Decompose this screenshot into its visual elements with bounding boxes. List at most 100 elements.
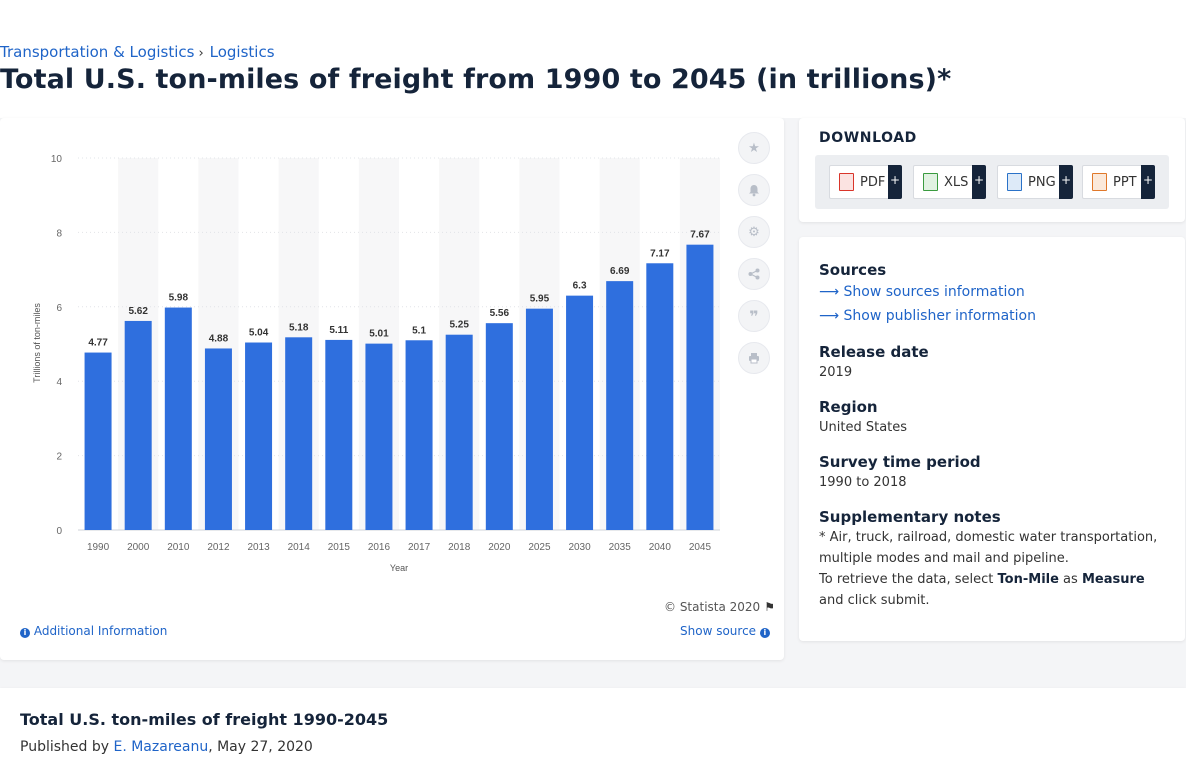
- x-tick-label: 2035: [609, 542, 632, 553]
- flag-icon[interactable]: ⚑: [764, 600, 775, 614]
- data-label: 6.69: [610, 266, 630, 277]
- y-tick-label: 0: [56, 526, 62, 537]
- breadcrumb-separator: ›: [198, 46, 204, 61]
- data-label: 7.17: [650, 248, 670, 259]
- download-ppt-button[interactable]: PPT +: [1082, 165, 1155, 199]
- bar: [485, 323, 513, 530]
- copyright: © Statista 2020 ⚑: [664, 600, 775, 614]
- y-tick-label: 4: [56, 377, 62, 388]
- data-label: 4.77: [88, 338, 108, 349]
- data-label: 4.88: [209, 333, 229, 344]
- download-xls-button[interactable]: XLS +: [913, 165, 986, 199]
- data-label: 5.62: [128, 306, 148, 317]
- show-source-label: Show source: [680, 624, 757, 638]
- y-axis-title: Trillions of ton-miles: [32, 303, 42, 383]
- x-axis-title: Year: [390, 563, 408, 573]
- download-buttons: PDF + XLS + PNG + PPT +: [815, 155, 1169, 209]
- data-label: 5.25: [449, 320, 469, 331]
- bar: [566, 295, 594, 530]
- notify-button[interactable]: [738, 174, 770, 206]
- cite-button[interactable]: ❞: [738, 300, 770, 332]
- region-value: United States: [819, 420, 908, 435]
- bar: [525, 308, 553, 530]
- release-date-heading: Release date: [819, 343, 929, 361]
- bar: [686, 244, 714, 530]
- notes-heading: Supplementary notes: [819, 508, 1001, 526]
- download-png-button[interactable]: PNG +: [997, 165, 1073, 199]
- chart-card: 0 2 4 6 8 10 4.77 1990 5.62 2000 5.98 2010 4.88 2012 5…: [0, 118, 784, 660]
- download-ppt-label: PPT: [1113, 174, 1137, 190]
- print-button[interactable]: [738, 342, 770, 374]
- notes-bold-measure: Measure: [1081, 572, 1145, 587]
- plus-icon: +: [1059, 165, 1073, 199]
- x-tick-label: 2025: [528, 542, 551, 553]
- print-icon: [749, 353, 759, 364]
- show-publisher-link[interactable]: ⟶ Show publisher information: [819, 308, 1036, 324]
- data-label: 5.11: [329, 325, 348, 336]
- chart-toolbar: ★ ⚙ ❞: [738, 132, 772, 384]
- star-icon: ★: [748, 140, 760, 156]
- show-source-link[interactable]: Show source i: [680, 624, 770, 638]
- settings-button[interactable]: ⚙: [738, 216, 770, 248]
- notes-line-2: To retrieve the data, select Ton-Mile as…: [819, 569, 1169, 611]
- x-tick-label: 2017: [408, 542, 431, 553]
- bar: [606, 281, 634, 530]
- breadcrumb: Transportation & Logistics › Logistics: [0, 43, 275, 61]
- data-label: 5.98: [169, 293, 189, 304]
- quote-icon: ❞: [749, 306, 759, 326]
- x-tick-label: 2000: [127, 542, 150, 553]
- statistic-info-card: Sources ⟶ Show sources information ⟶ Sho…: [799, 237, 1185, 641]
- published-by: Published by E. Mazareanu, May 27, 2020: [20, 739, 313, 755]
- pdf-file-icon: [839, 173, 854, 191]
- notes-text: To retrieve the data, select: [819, 572, 998, 587]
- survey-period-value: 1990 to 2018: [819, 475, 907, 490]
- ppt-file-icon: [1092, 173, 1107, 191]
- info-icon: i: [759, 628, 770, 638]
- x-tick-label: 2030: [568, 542, 591, 553]
- xls-file-icon: [923, 173, 938, 191]
- bar: [325, 339, 353, 530]
- bar: [646, 263, 674, 530]
- notes-text: as: [1058, 572, 1082, 587]
- y-tick-label: 8: [56, 228, 62, 239]
- x-tick-label: 2020: [488, 542, 511, 553]
- notes-text: and click submit.: [819, 593, 930, 608]
- x-tick-label: 2040: [649, 542, 672, 553]
- arrow-right-icon: ⟶: [819, 308, 840, 324]
- supplementary-notes: * Air, truck, railroad, domestic water t…: [819, 527, 1169, 611]
- share-button[interactable]: [738, 258, 770, 290]
- bar-chart: 0 2 4 6 8 10 4.77 1990 5.62 2000 5.98 2010 4.88 2012 5…: [32, 154, 720, 573]
- y-tick-label: 6: [56, 303, 62, 314]
- data-label: 5.56: [490, 308, 510, 319]
- x-tick-label: 2014: [288, 542, 311, 553]
- bar: [204, 348, 232, 530]
- copyright-text: © Statista 2020: [664, 600, 761, 614]
- gear-icon: ⚙: [748, 224, 760, 240]
- info-icon: i: [20, 628, 30, 638]
- x-tick-label: 2018: [448, 542, 471, 553]
- release-date-value: 2019: [819, 365, 853, 380]
- breadcrumb-item-transportation[interactable]: Transportation & Logistics: [0, 43, 195, 61]
- breadcrumb-item-logistics[interactable]: Logistics: [209, 43, 275, 61]
- additional-info-link[interactable]: i Additional Information: [20, 624, 167, 638]
- bar: [124, 320, 152, 530]
- png-file-icon: [1007, 173, 1022, 191]
- author-link[interactable]: E. Mazareanu: [113, 739, 209, 755]
- bar: [164, 307, 192, 530]
- y-tick-label: 2: [56, 452, 62, 463]
- y-tick-label: 10: [51, 154, 63, 165]
- download-pdf-button[interactable]: PDF +: [829, 165, 902, 199]
- bar: [245, 342, 273, 530]
- download-png-label: PNG: [1028, 174, 1056, 190]
- download-card: DOWNLOAD PDF + XLS + PNG + PPT +: [799, 118, 1185, 222]
- show-sources-link[interactable]: ⟶ Show sources information: [819, 284, 1025, 300]
- favorite-button[interactable]: ★: [738, 132, 770, 164]
- page-title: Total U.S. ton-miles of freight from 199…: [0, 64, 952, 95]
- data-label: 5.04: [249, 328, 269, 339]
- download-title: DOWNLOAD: [819, 130, 917, 146]
- sources-heading: Sources: [819, 261, 887, 279]
- x-tick-label: 2013: [247, 542, 270, 553]
- bar: [285, 337, 313, 530]
- data-label: 5.01: [369, 329, 389, 340]
- plus-icon: +: [888, 165, 902, 199]
